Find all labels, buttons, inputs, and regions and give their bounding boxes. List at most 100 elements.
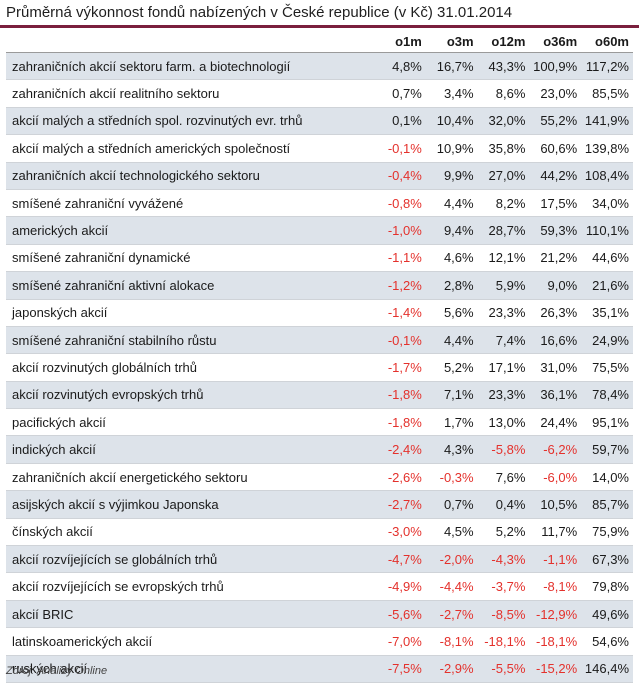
value-o36m: -18,1% [529, 627, 582, 656]
table-row: čínských akcií -3,0% 4,5% 5,2% 11,7% 75,9% [6, 518, 633, 547]
table-row: zahraničních akcií energetického sektoru… [6, 463, 633, 492]
value-o60m: 35,1% [581, 299, 633, 327]
value-o60m: 75,9% [581, 518, 633, 547]
value-o1m: -1,1% [374, 244, 426, 273]
value-o3m: 10,9% [425, 134, 478, 163]
fund-category-name: smíšené zahraniční dynamické [6, 244, 374, 273]
value-o12m: -4,3% [477, 545, 530, 574]
value-o3m: 0,7% [425, 490, 478, 519]
value-o12m: 5,9% [477, 271, 530, 300]
column-header-o1m: o1m [374, 31, 426, 53]
table-row: zahraničních akcií sektoru farm. a biote… [6, 52, 633, 81]
value-o36m: -6,0% [529, 463, 582, 492]
value-o60m: 75,5% [581, 353, 633, 382]
value-o12m: 8,2% [477, 189, 530, 218]
value-o60m: 139,8% [581, 134, 633, 163]
value-o12m: 7,6% [477, 463, 530, 492]
value-o3m: -2,9% [425, 655, 478, 683]
fund-category-name: akcií rozvíjejících se evropských trhů [6, 572, 374, 601]
value-o12m: -8,5% [477, 600, 530, 629]
value-o3m: 4,4% [425, 189, 478, 218]
value-o3m: 9,9% [425, 162, 478, 190]
value-o1m: -0,1% [374, 326, 426, 355]
fund-category-name: ruských akcií [6, 655, 374, 683]
value-o12m: -3,7% [477, 572, 530, 601]
value-o1m: 4,8% [374, 52, 426, 81]
value-o3m: 7,1% [425, 381, 478, 410]
value-o36m: 60,6% [529, 134, 582, 163]
value-o1m: -0,4% [374, 162, 426, 190]
value-o36m: 55,2% [529, 107, 582, 136]
value-o3m: 5,2% [425, 353, 478, 382]
fund-category-name: akcií BRIC [6, 600, 374, 629]
value-o3m: 4,6% [425, 244, 478, 273]
value-o60m: 108,4% [581, 162, 633, 190]
fund-category-name: amerických akcií [6, 216, 374, 245]
value-o12m: 35,8% [477, 134, 530, 163]
value-o1m: -5,6% [374, 600, 426, 629]
table-row: latinskoamerických akcií -7,0% -8,1% -18,1%… [6, 627, 633, 656]
value-o3m: -2,7% [425, 600, 478, 629]
value-o36m: 26,3% [529, 299, 582, 327]
fund-category-name: čínských akcií [6, 518, 374, 547]
performance-table: o1m o3m o12m o36m o60m zahraničních akci… [6, 31, 633, 683]
table-row: smíšené zahraniční aktivní alokace -1,2% 2… [6, 271, 633, 300]
value-o36m: 9,0% [529, 271, 582, 300]
table-row: akcií rozvinutých evropských trhů -1,8% 7,… [6, 381, 633, 410]
value-o36m: 31,0% [529, 353, 582, 382]
value-o36m: 21,2% [529, 244, 582, 273]
value-o12m: 28,7% [477, 216, 530, 245]
value-o36m: -8,1% [529, 572, 582, 601]
value-o1m: -2,4% [374, 435, 426, 464]
fund-category-name: smíšené zahraniční aktivní alokace [6, 271, 374, 300]
value-o60m: 85,7% [581, 490, 633, 519]
value-o1m: -1,8% [374, 381, 426, 410]
value-o36m: 23,0% [529, 79, 582, 108]
value-o1m: -1,8% [374, 408, 426, 437]
page-title: Průměrná výkonnost fondů nabízených v Če… [6, 4, 513, 21]
fund-category-name: zahraničních akcií technologického sekto… [6, 162, 374, 190]
table-row: zahraničních akcií realitního sektoru 0,7… [6, 79, 633, 108]
table-row: akcií BRIC -5,6% -2,7% -8,5% -12,9% 49,6% [6, 600, 633, 629]
value-o36m: 36,1% [529, 381, 582, 410]
value-o1m: -0,8% [374, 189, 426, 218]
value-o36m: 16,6% [529, 326, 582, 355]
column-header-o60m: o60m [581, 31, 633, 53]
value-o36m: 10,5% [529, 490, 582, 519]
value-o60m: 44,6% [581, 244, 633, 273]
value-o1m: -0,1% [374, 134, 426, 163]
fund-category-name: japonských akcií [6, 299, 374, 327]
fund-category-name: akcií malých a středních amerických spol… [6, 134, 374, 163]
value-o3m: 2,8% [425, 271, 478, 300]
value-o3m: 5,6% [425, 299, 478, 327]
table-row: indických akcií -2,4% 4,3% -5,8% -6,2% 59,7% [6, 435, 633, 464]
value-o12m: -5,5% [477, 655, 530, 683]
value-o12m: 17,1% [477, 353, 530, 382]
value-o36m: 100,9% [529, 52, 582, 81]
value-o36m: -15,2% [529, 655, 582, 683]
value-o12m: 5,2% [477, 518, 530, 547]
value-o12m: 32,0% [477, 107, 530, 136]
value-o1m: -3,0% [374, 518, 426, 547]
value-o60m: 110,1% [581, 216, 633, 245]
value-o60m: 79,8% [581, 572, 633, 601]
value-o36m: -6,2% [529, 435, 582, 464]
fund-category-name: akcií rozvinutých globálních trhů [6, 353, 374, 382]
fund-category-name: akcií rozvíjejících se globálních trhů [6, 545, 374, 574]
column-header-o3m: o3m [425, 31, 478, 53]
value-o3m: 4,5% [425, 518, 478, 547]
column-header-o36m: o36m [529, 31, 582, 53]
value-o60m: 67,3% [581, 545, 633, 574]
fund-category-name: akcií malých a středních spol. rozvinutý… [6, 107, 374, 136]
value-o3m: 16,7% [425, 52, 478, 81]
value-o12m: 27,0% [477, 162, 530, 190]
value-o3m: 4,3% [425, 435, 478, 464]
table-row: pacifických akcií -1,8% 1,7% 13,0% 24,4% 95,1… [6, 408, 633, 437]
table-row: akcií malých a středních amerických spol… [6, 134, 633, 163]
table-row: akcií rozvíjejících se evropských trhů -4… [6, 572, 633, 601]
value-o3m: -4,4% [425, 572, 478, 601]
fund-category-name: zahraničních akcií sektoru farm. a biote… [6, 52, 374, 81]
value-o60m: 117,2% [581, 52, 633, 81]
value-o1m: -4,7% [374, 545, 426, 574]
value-o12m: 23,3% [477, 299, 530, 327]
